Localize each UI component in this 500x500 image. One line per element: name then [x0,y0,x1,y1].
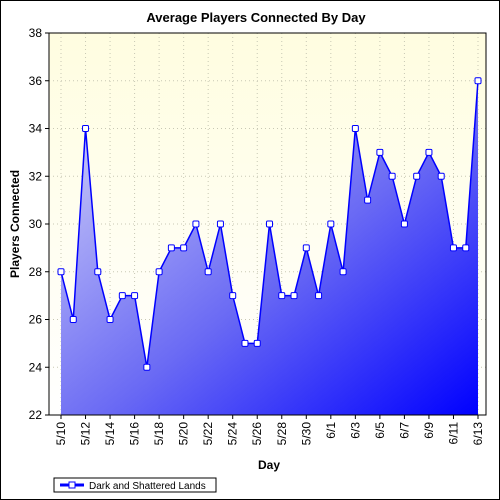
data-point [327,220,335,228]
x-axis-ticks: 5/10 5/12 5/14 5/16 5/18 5/20 5/22 5/24 5/26 5/28… [54,415,485,445]
x-tick-label: 6/1 [324,422,338,439]
y-tick-label: 38 [29,26,43,40]
data-point [474,77,482,85]
y-tick-label: 28 [29,265,43,279]
data-point [278,292,286,300]
data-point [155,268,163,276]
x-tick-label: 6/3 [348,422,362,439]
legend-swatch-marker [68,481,76,489]
legend-box [53,477,217,493]
data-point [253,339,261,347]
x-tick-label: 5/18 [152,422,166,446]
x-tick-label: 5/16 [128,422,142,446]
x-tick-label: 5/24 [226,422,240,446]
y-tick-label: 34 [29,122,43,136]
x-tick-label: 5/10 [54,422,68,446]
data-point [449,244,457,252]
data-point [290,292,298,300]
data-point [376,148,384,156]
data-point [413,172,421,180]
x-tick-label: 5/26 [250,422,264,446]
data-point [118,292,126,300]
data-point [229,292,237,300]
x-tick-label: 5/30 [299,422,313,446]
data-point [400,220,408,228]
data-point [364,196,372,204]
y-tick-label: 24 [29,360,43,374]
x-tick-label: 6/11 [446,422,460,445]
legend-entry-label: Dark and Shattered Lands [89,481,206,492]
y-tick-label: 32 [29,169,43,183]
x-tick-label: 6/7 [397,422,411,439]
data-point [388,172,396,180]
y-axis-label: Players Connected [8,170,22,278]
x-tick-label: 6/9 [422,422,436,439]
y-tick-label: 36 [29,74,43,88]
data-point [437,172,445,180]
x-tick-label: 5/20 [177,422,191,446]
data-point [241,339,249,347]
data-point [192,220,200,228]
data-point [339,268,347,276]
data-point [94,268,102,276]
data-point [204,268,212,276]
data-point [315,292,323,300]
x-tick-label: 6/5 [373,422,387,439]
data-point [167,244,175,252]
data-point [302,244,310,252]
y-tick-label: 22 [29,408,43,422]
data-points [57,77,482,371]
x-axis-label: Day [258,458,280,472]
data-point [351,125,359,132]
x-tick-label: 5/14 [103,422,117,446]
data-point [57,268,65,276]
x-tick-label: 5/12 [79,422,93,446]
legend: Dark and Shattered Lands [53,477,217,493]
data-point [462,244,470,252]
data-point [106,316,114,323]
data-point [143,363,151,371]
y-tick-label: 30 [29,217,43,231]
data-point [82,125,90,132]
y-tick-label: 26 [29,313,43,327]
data-point [425,148,433,156]
data-point [131,292,139,300]
x-tick-label: 5/28 [275,422,289,446]
data-point [180,244,188,252]
data-point [266,220,273,228]
series-area [61,80,478,415]
data-point [216,220,224,228]
data-point [69,316,77,323]
x-tick-label: 6/13 [471,422,485,446]
y-axis-ticks: 22 24 26 28 30 32 34 36 38 [29,26,49,422]
chart-title: Average Players Connected By Day [146,10,366,25]
x-tick-label: 5/22 [201,422,215,446]
